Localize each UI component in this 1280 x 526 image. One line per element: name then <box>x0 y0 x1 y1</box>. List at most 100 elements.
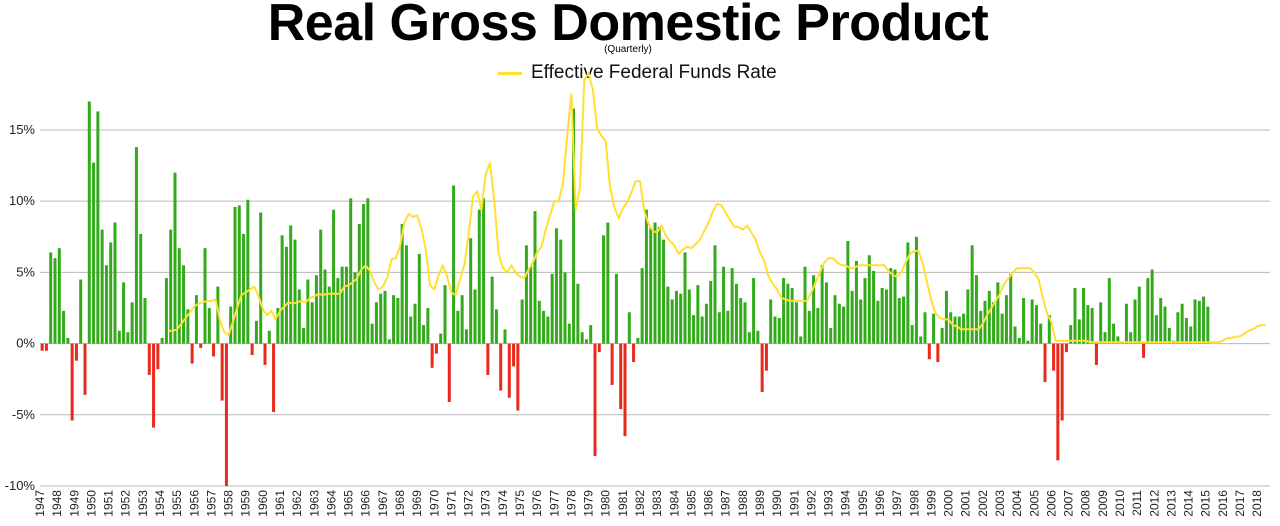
gdp-bar <box>597 343 601 353</box>
gdp-bar <box>640 268 644 344</box>
x-tick-label: 1983 <box>650 490 664 517</box>
gdp-bar <box>336 278 340 344</box>
gdp-bar <box>62 310 66 344</box>
gdp-bar <box>503 329 507 344</box>
gdp-bar <box>366 198 370 344</box>
gdp-bar <box>224 343 228 486</box>
x-tick-label: 1986 <box>702 490 716 517</box>
gdp-bar <box>923 312 927 344</box>
gdp-bar <box>40 343 44 351</box>
gdp-bar <box>134 147 138 344</box>
gdp-bar <box>833 295 837 344</box>
gdp-bar <box>537 300 541 344</box>
x-tick-label: 2018 <box>1250 490 1264 517</box>
x-tick-label: 2009 <box>1096 490 1110 517</box>
gdp-bar <box>752 278 756 344</box>
gdp-bar <box>1154 315 1158 344</box>
gdp-bar <box>473 289 477 344</box>
gdp-bar <box>807 310 811 344</box>
gdp-bar <box>302 327 306 344</box>
gdp-bar <box>122 282 126 344</box>
gdp-bar <box>469 238 473 344</box>
gdp-bar <box>1189 326 1193 344</box>
legend: Effective Federal Funds Rate <box>498 62 777 84</box>
gdp-bar <box>524 245 528 344</box>
gdp-bar <box>619 343 623 410</box>
gdp-bar <box>820 265 824 344</box>
x-tick-label: 2006 <box>1044 490 1058 517</box>
gdp-bar <box>267 330 271 344</box>
gdp-bar <box>919 336 923 344</box>
gdp-bar <box>426 307 430 344</box>
gdp-bar <box>593 343 597 457</box>
gdp-bar <box>460 295 464 344</box>
x-tick-label: 1991 <box>787 490 801 517</box>
gdp-bar <box>1073 288 1077 344</box>
gdp-bar <box>259 212 263 344</box>
gdp-bar <box>880 288 884 344</box>
gdp-bar <box>1112 323 1116 344</box>
x-tick-label: 1985 <box>684 490 698 517</box>
x-tick-label: 2013 <box>1164 490 1178 517</box>
gdp-bar <box>276 307 280 344</box>
gdp-bar <box>1197 300 1201 344</box>
gdp-bar <box>627 312 631 344</box>
gdp-bar <box>173 172 177 344</box>
gdp-bar <box>387 339 391 344</box>
gdp-bar <box>280 235 284 344</box>
gdp-bar <box>434 343 438 354</box>
gdp-bar <box>263 343 267 365</box>
x-tick-label: 1963 <box>307 490 321 517</box>
gdp-bar <box>996 282 1000 344</box>
gdp-bar <box>207 307 211 344</box>
gdp-bar <box>713 245 717 344</box>
gdp-bar <box>1193 299 1197 344</box>
gdp-bar <box>1167 327 1171 344</box>
gdp-bar <box>482 198 486 344</box>
gdp-bar <box>404 245 408 344</box>
gdp-bar <box>126 332 130 344</box>
gdp-bar <box>704 303 708 344</box>
gdp-bar <box>777 317 781 344</box>
gdp-bar <box>614 273 618 344</box>
gdp-bar <box>272 343 276 412</box>
x-tick-label: 1995 <box>856 490 870 517</box>
gdp-bar <box>254 320 258 344</box>
gdp-bar <box>889 268 893 344</box>
x-tick-label: 2008 <box>1079 490 1093 517</box>
gdp-bar <box>1052 343 1056 371</box>
x-tick-label: 1999 <box>924 490 938 517</box>
gdp-bar <box>516 343 520 411</box>
gdp-bar <box>1064 343 1068 353</box>
gdp-bar <box>182 265 186 344</box>
x-tick-label: 1979 <box>582 490 596 517</box>
gdp-bar <box>584 339 588 344</box>
gdp-bar <box>992 302 996 344</box>
gdp-bar <box>477 209 481 344</box>
x-tick-label: 1956 <box>187 490 201 517</box>
gdp-bar <box>816 307 820 344</box>
gdp-bar <box>357 223 361 344</box>
x-tick-label: 1973 <box>479 490 493 517</box>
y-axis-ticks: -10% -5% 0% 5% 10% 15% <box>5 122 36 493</box>
gdp-bar <box>57 248 61 344</box>
fed-funds-rate-line <box>168 72 1266 344</box>
gdp-bar <box>160 337 164 344</box>
gdp-bar <box>970 245 974 344</box>
gdp-bar <box>430 343 434 368</box>
gdp-bar <box>1086 305 1090 344</box>
line-series <box>168 72 1266 344</box>
x-tick-label: 2015 <box>1199 490 1213 517</box>
gdp-bar <box>1043 343 1047 383</box>
gdp-bar <box>83 343 87 395</box>
gdp-bar <box>139 233 143 344</box>
x-tick-label: 1947 <box>33 490 47 517</box>
gdp-bar <box>374 302 378 344</box>
x-tick-label: 2014 <box>1182 490 1196 517</box>
x-tick-label: 1962 <box>290 490 304 517</box>
gdp-bar <box>769 299 773 344</box>
x-tick-label: 1949 <box>67 490 81 517</box>
x-tick-label: 1953 <box>136 490 150 517</box>
gdp-bar <box>490 276 494 344</box>
gdp-bar <box>709 280 713 344</box>
